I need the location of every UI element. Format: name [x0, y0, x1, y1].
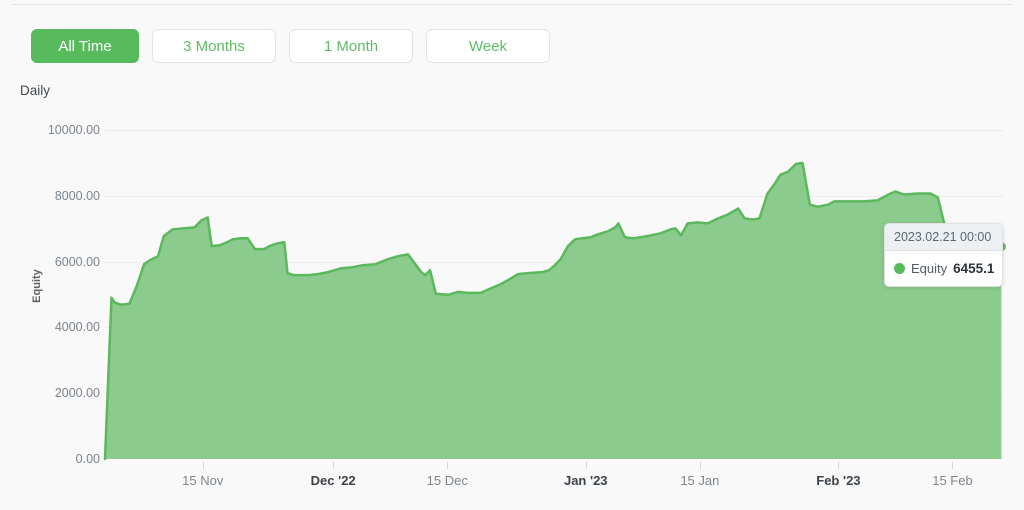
x-tick-mark — [585, 462, 587, 469]
x-tick-mark — [447, 462, 449, 469]
all-time-button[interactable]: All Time — [31, 29, 139, 63]
y-tick-label: 8000.00 — [54, 188, 100, 203]
x-tick-label: Jan '23 — [563, 473, 608, 488]
equity-area-fill — [105, 162, 1002, 459]
x-tick-label: Feb '23 — [816, 473, 861, 488]
y-tick-label: 4000.00 — [54, 320, 100, 335]
x-tick-mark — [202, 462, 204, 469]
gridline — [105, 130, 1003, 131]
series-dot-icon — [894, 263, 905, 274]
gridline — [105, 195, 1003, 197]
x-tick-label: 15 Nov — [182, 473, 224, 488]
frequency-label: Daily — [20, 83, 51, 98]
x-tick-mark — [838, 462, 840, 469]
equity-series-svg — [103, 161, 1006, 461]
tooltip-series-name: Equity — [911, 261, 948, 276]
y-tick-label: 6000.00 — [54, 254, 100, 269]
one-month-button[interactable]: 1 Month — [289, 29, 413, 63]
tooltip-body: Equity 6455.1 — [885, 251, 1002, 286]
y-tick-label: 0.00 — [75, 452, 100, 466]
equity-line — [103, 161, 1003, 461]
x-tick-mark — [333, 462, 335, 469]
week-button[interactable]: Week — [426, 29, 550, 63]
x-tick-label: Dec '22 — [310, 473, 356, 488]
x-tick-label: 15 Jan — [680, 473, 720, 488]
y-tick-label: 10000.00 — [47, 123, 100, 137]
x-tick-label: 15 Feb — [932, 473, 973, 488]
x-tick-label: 15 Dec — [426, 473, 468, 488]
top-divider — [12, 4, 1012, 5]
time-range-toolbar: All Time 3 Months 1 Month Week — [31, 29, 550, 63]
tooltip-date: 2023.02.21 00:00 — [885, 224, 1002, 251]
x-tick-mark — [952, 462, 954, 469]
gridline — [105, 261, 1003, 263]
chart-tooltip: 2023.02.21 00:00 Equity 6455.1 — [884, 223, 1003, 287]
tooltip-value: 6455.1 — [953, 261, 995, 276]
three-months-button[interactable]: 3 Months — [152, 29, 276, 63]
x-tick-mark — [699, 462, 701, 469]
y-tick-label: 2000.00 — [54, 386, 100, 401]
